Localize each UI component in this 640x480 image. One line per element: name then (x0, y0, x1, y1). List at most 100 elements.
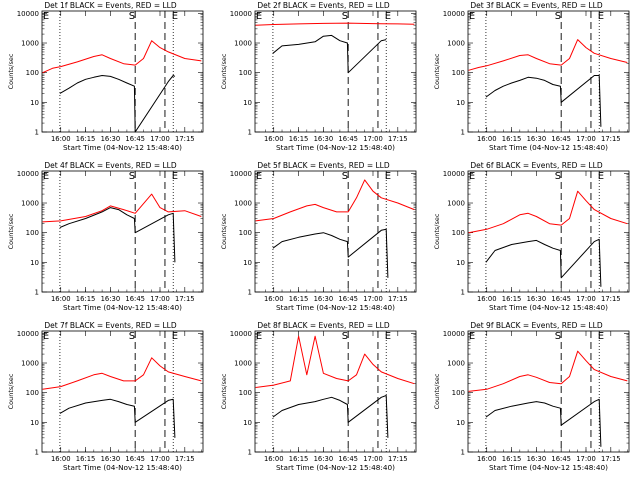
lld-series-line (255, 179, 415, 222)
detector-panel: Det 7f BLACK = Events, RED = LLD 1 10 100 10… (7, 321, 204, 472)
x-tick-label: 16:30 (527, 135, 547, 143)
x-tick-label: 16:45 (551, 135, 571, 143)
x-axis-label: Start Time (04-Nov-12 15:48:40) (276, 143, 395, 152)
y-tick-label: 1000 (447, 360, 465, 368)
x-axis-label: Start Time (04-Nov-12 15:48:40) (489, 463, 608, 472)
detector-panel: Det 3f BLACK = Events, RED = LLD 1 10 100 10… (433, 1, 630, 152)
x-tick-label: 17:15 (601, 455, 621, 463)
events-series-line (485, 75, 602, 127)
y-tick-label: 10 (30, 99, 39, 107)
lld-series-line (468, 350, 628, 392)
x-tick-label: 16:45 (338, 135, 358, 143)
interval-marker-label: S (555, 331, 561, 342)
x-tick-label: 16:45 (338, 455, 358, 463)
interval-marker-label: S (342, 331, 348, 342)
x-tick-label: 16:15 (289, 455, 309, 463)
y-tick-label: 10 (30, 419, 39, 427)
interval-marker-label: E (385, 11, 391, 22)
lld-series-line (42, 193, 202, 223)
x-tick-label: 16:15 (76, 455, 96, 463)
y-tick-label: 1000 (21, 360, 39, 368)
x-tick-label: 16:30 (314, 135, 334, 143)
x-tick-label: 17:00 (576, 295, 596, 303)
y-axis-label: Counts/sec (7, 213, 15, 249)
x-tick-label: 16:45 (551, 295, 571, 303)
events-series-line (485, 398, 602, 447)
y-tick-label: 10000 (230, 10, 252, 18)
x-tick-label: 17:00 (150, 455, 170, 463)
y-axis-label: Counts/sec (433, 373, 441, 409)
y-tick-label: 10 (243, 419, 252, 427)
x-tick-label: 17:00 (150, 135, 170, 143)
x-tick-label: 16:00 (264, 455, 284, 463)
y-tick-label: 10 (456, 99, 465, 107)
y-tick-label: 1000 (447, 200, 465, 208)
y-tick-label: 10000 (443, 10, 465, 18)
interval-marker-label: E (43, 171, 49, 182)
detector-panel: Det 5f BLACK = Events, RED = LLD 1 10 100 10… (220, 161, 417, 312)
x-tick-label: 17:15 (388, 135, 408, 143)
y-tick-label: 1 (248, 129, 252, 137)
x-tick-label: 16:00 (51, 455, 71, 463)
y-tick-label: 10000 (443, 170, 465, 178)
detector-panel: Det 8f BLACK = Events, RED = LLD 1 10 100 10… (220, 321, 417, 472)
y-tick-label: 1000 (447, 40, 465, 48)
y-tick-label: 10000 (17, 10, 39, 18)
y-axis-label: Counts/sec (220, 213, 228, 249)
interval-marker-label: E (172, 331, 178, 342)
x-axis-label: Start Time (04-Nov-12 15:48:40) (63, 303, 182, 312)
x-tick-label: 17:00 (576, 455, 596, 463)
y-tick-label: 100 (239, 229, 252, 237)
x-tick-label: 16:15 (76, 135, 96, 143)
y-tick-label: 10000 (230, 170, 252, 178)
plot-frame (467, 10, 630, 133)
events-series-line (272, 34, 387, 74)
y-tick-label: 1 (461, 449, 465, 457)
x-tick-label: 16:00 (264, 135, 284, 143)
y-tick-label: 10000 (17, 170, 39, 178)
plot-frame (254, 170, 417, 293)
y-tick-label: 1 (248, 449, 252, 457)
panel-title: Det 9f BLACK = Events, RED = LLD (470, 321, 603, 330)
x-tick-label: 17:15 (175, 295, 195, 303)
y-tick-label: 1000 (234, 40, 252, 48)
x-tick-label: 16:45 (125, 135, 145, 143)
plot-frame (467, 170, 630, 293)
x-tick-label: 16:00 (264, 295, 284, 303)
x-axis-label: Start Time (04-Nov-12 15:48:40) (489, 303, 608, 312)
y-axis-label: Counts/sec (7, 53, 15, 89)
interval-marker-label: S (555, 171, 561, 182)
x-tick-label: 16:15 (289, 295, 309, 303)
x-tick-label: 17:00 (150, 295, 170, 303)
panel-title: Det 4f BLACK = Events, RED = LLD (44, 161, 177, 170)
y-tick-label: 10000 (230, 330, 252, 338)
panel-title: Det 6f BLACK = Events, RED = LLD (470, 161, 603, 170)
interval-marker-label: E (172, 171, 178, 182)
y-tick-label: 10 (30, 259, 39, 267)
events-series-line (485, 238, 602, 287)
x-tick-label: 16:30 (101, 135, 121, 143)
x-tick-label: 16:30 (527, 455, 547, 463)
y-tick-label: 1000 (234, 200, 252, 208)
y-tick-label: 10 (243, 99, 252, 107)
x-tick-label: 17:00 (576, 135, 596, 143)
interval-marker-label: S (129, 11, 135, 22)
lld-series-line (255, 335, 415, 388)
x-tick-label: 16:45 (338, 295, 358, 303)
interval-marker-label: E (469, 171, 475, 182)
interval-marker-label: E (385, 171, 391, 182)
x-tick-label: 16:45 (551, 455, 571, 463)
x-tick-label: 17:15 (601, 295, 621, 303)
y-tick-label: 100 (239, 69, 252, 77)
interval-marker-label: S (555, 11, 561, 22)
events-series-line (272, 228, 389, 278)
plot-frame (254, 10, 417, 133)
x-tick-label: 16:00 (477, 455, 497, 463)
panel-title: Det 8f BLACK = Events, RED = LLD (257, 321, 390, 330)
x-tick-label: 16:45 (125, 295, 145, 303)
x-tick-label: 16:45 (125, 455, 145, 463)
x-tick-label: 17:15 (175, 135, 195, 143)
x-tick-label: 17:15 (388, 295, 408, 303)
events-series-line (272, 395, 389, 438)
